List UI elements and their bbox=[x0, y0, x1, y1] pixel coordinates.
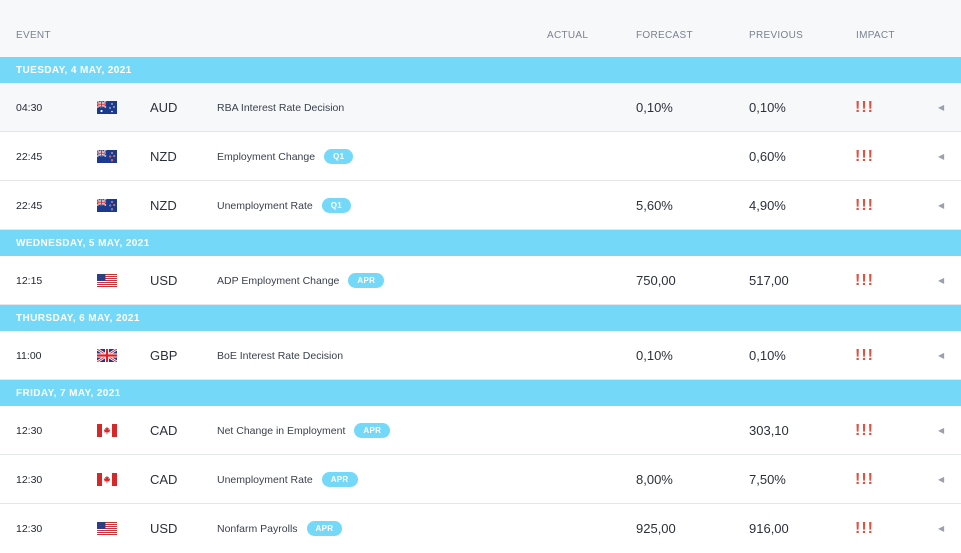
period-badge: APR bbox=[306, 521, 343, 536]
previous-value: 0,10% bbox=[749, 348, 786, 363]
previous-value: 4,90% bbox=[749, 198, 786, 213]
event-name[interactable]: Unemployment Rate bbox=[217, 199, 313, 212]
currency-code: GBP bbox=[150, 348, 178, 363]
expand-arrow-icon[interactable]: ◀ bbox=[938, 426, 945, 435]
event-name-cell[interactable]: BoE Interest Rate Decision bbox=[217, 331, 343, 380]
forecast-value: 750,00 bbox=[636, 273, 676, 288]
period-badge: Q1 bbox=[324, 149, 354, 164]
expand-arrow-icon[interactable]: ◀ bbox=[938, 103, 945, 112]
impact-indicator: !!! bbox=[855, 519, 874, 537]
column-header-previous: PREVIOUS bbox=[749, 30, 804, 41]
forecast-value: 5,60% bbox=[636, 198, 673, 213]
event-time: 12:30 bbox=[16, 522, 43, 535]
event-name-cell[interactable]: Unemployment Rate Q1 bbox=[217, 181, 351, 230]
impact-indicator: !!! bbox=[855, 98, 874, 116]
currency-code: USD bbox=[150, 273, 178, 288]
flag-canada-icon bbox=[97, 406, 117, 455]
expand-arrow-icon[interactable]: ◀ bbox=[938, 475, 945, 484]
day-header: FRIDAY, 7 MAY, 2021 bbox=[0, 380, 961, 406]
table-row[interactable]: 12:30 CAD Unemployment Rate APR 8,00% 7,50%!!… bbox=[0, 455, 961, 504]
expand-arrow-icon[interactable]: ◀ bbox=[938, 201, 945, 210]
event-name-cell[interactable]: Unemployment Rate APR bbox=[217, 455, 358, 504]
event-name[interactable]: RBA Interest Rate Decision bbox=[217, 101, 345, 114]
period-badge: APR bbox=[321, 472, 358, 487]
table-row[interactable]: 12:30 CAD Net Change in Employment APR 303,1… bbox=[0, 406, 961, 455]
period-badge: APR bbox=[348, 273, 385, 288]
forecast-value: 925,00 bbox=[636, 521, 676, 536]
calendar-body: TUESDAY, 4 MAY, 2021 04:30 AUD RBA Interest… bbox=[0, 57, 961, 553]
event-name[interactable]: BoE Interest Rate Decision bbox=[217, 349, 344, 362]
event-name[interactable]: Employment Change bbox=[217, 150, 316, 163]
previous-value: 0,10% bbox=[749, 100, 786, 115]
currency-code: USD bbox=[150, 521, 178, 536]
event-time: 12:15 bbox=[16, 274, 43, 287]
currency-code: NZD bbox=[150, 149, 177, 164]
day-header: TUESDAY, 4 MAY, 2021 bbox=[0, 57, 961, 83]
day-header: WEDNESDAY, 5 MAY, 2021 bbox=[0, 230, 961, 256]
previous-value: 7,50% bbox=[749, 472, 786, 487]
previous-value: 303,10 bbox=[749, 423, 789, 438]
period-badge: Q1 bbox=[321, 198, 351, 213]
impact-indicator: !!! bbox=[855, 147, 874, 165]
currency-code: NZD bbox=[150, 198, 177, 213]
forecast-value: 0,10% bbox=[636, 100, 673, 115]
event-time: 12:30 bbox=[16, 424, 43, 437]
table-row[interactable]: 12:15 USD ADP Employment Change APR 750,00 51… bbox=[0, 256, 961, 305]
flag-canada-icon bbox=[97, 455, 117, 504]
event-time: 22:45 bbox=[16, 199, 43, 212]
impact-indicator: !!! bbox=[855, 346, 874, 364]
flag-australia-icon bbox=[97, 83, 117, 132]
flag-usa-icon bbox=[97, 256, 117, 305]
flag-uk-icon bbox=[97, 331, 117, 380]
event-name[interactable]: Net Change in Employment bbox=[217, 424, 346, 437]
currency-code: AUD bbox=[150, 100, 178, 115]
column-header-actual: ACTUAL bbox=[547, 30, 589, 41]
table-row[interactable]: 22:45 NZD Unemployment Rate Q1 5,60% 4,90%!!!… bbox=[0, 181, 961, 230]
impact-indicator: !!! bbox=[855, 196, 874, 214]
event-name-cell[interactable]: Employment Change Q1 bbox=[217, 132, 354, 181]
currency-code: CAD bbox=[150, 423, 178, 438]
previous-value: 916,00 bbox=[749, 521, 789, 536]
event-time: 04:30 bbox=[16, 101, 43, 114]
day-header: THURSDAY, 6 MAY, 2021 bbox=[0, 305, 961, 331]
previous-value: 517,00 bbox=[749, 273, 789, 288]
column-header-impact: IMPACT bbox=[856, 30, 895, 41]
table-row[interactable]: 12:30 USD Nonfarm Payrolls APR 925,00 916,00!… bbox=[0, 504, 961, 553]
expand-arrow-icon[interactable]: ◀ bbox=[938, 276, 945, 285]
event-name-cell[interactable]: ADP Employment Change APR bbox=[217, 256, 385, 305]
column-header-forecast: FORECAST bbox=[636, 30, 693, 41]
expand-arrow-icon[interactable]: ◀ bbox=[938, 351, 945, 360]
table-row[interactable]: 22:45 NZD Employment Change Q1 0,60%!!! ◀ bbox=[0, 132, 961, 181]
impact-indicator: !!! bbox=[855, 421, 874, 439]
table-header: EVENT ACTUAL FORECAST PREVIOUS IMPACT bbox=[0, 0, 961, 57]
column-header-event: EVENT bbox=[16, 30, 51, 41]
forecast-value: 8,00% bbox=[636, 472, 673, 487]
expand-arrow-icon[interactable]: ◀ bbox=[938, 152, 945, 161]
impact-indicator: !!! bbox=[855, 271, 874, 289]
event-name[interactable]: Unemployment Rate bbox=[217, 473, 313, 486]
event-time: 22:45 bbox=[16, 150, 43, 163]
event-time: 12:30 bbox=[16, 473, 43, 486]
impact-indicator: !!! bbox=[855, 470, 874, 488]
table-row[interactable]: 11:00 GBP BoE Interest Rate Decision 0,10% 0… bbox=[0, 331, 961, 380]
event-time: 11:00 bbox=[16, 349, 42, 362]
event-name-cell[interactable]: RBA Interest Rate Decision bbox=[217, 83, 344, 132]
flag-new-zealand-icon bbox=[97, 132, 117, 181]
period-badge: APR bbox=[354, 423, 391, 438]
flag-usa-icon bbox=[97, 504, 117, 553]
event-name[interactable]: Nonfarm Payrolls bbox=[217, 522, 298, 535]
event-name-cell[interactable]: Nonfarm Payrolls APR bbox=[217, 504, 343, 553]
forecast-value: 0,10% bbox=[636, 348, 673, 363]
currency-code: CAD bbox=[150, 472, 178, 487]
flag-new-zealand-icon bbox=[97, 181, 117, 230]
previous-value: 0,60% bbox=[749, 149, 786, 164]
expand-arrow-icon[interactable]: ◀ bbox=[938, 524, 945, 533]
event-name[interactable]: ADP Employment Change bbox=[217, 274, 340, 287]
table-row[interactable]: 04:30 AUD RBA Interest Rate Decision 0,10% 0… bbox=[0, 83, 961, 132]
event-name-cell[interactable]: Net Change in Employment APR bbox=[217, 406, 391, 455]
